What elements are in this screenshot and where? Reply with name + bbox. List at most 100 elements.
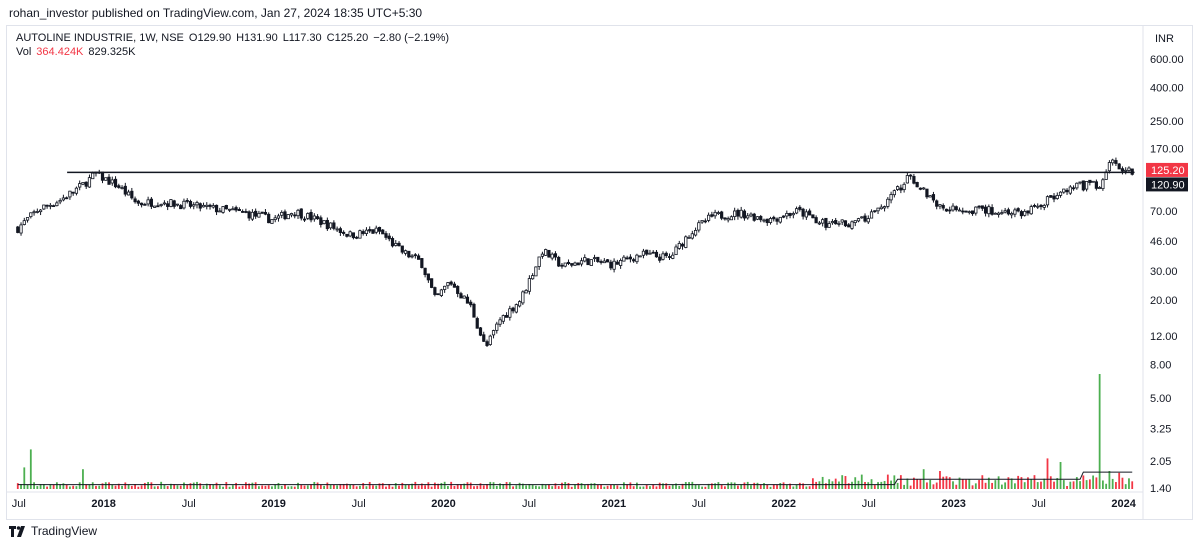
volume-bar — [639, 486, 642, 489]
candle-body — [214, 204, 219, 213]
candle-body — [980, 205, 984, 209]
candle-body — [107, 176, 111, 185]
volume-bar — [287, 486, 290, 489]
volume-bar — [1088, 479, 1091, 489]
volume-bar — [85, 484, 88, 489]
volume-bar — [1101, 480, 1104, 489]
volume-bar — [173, 484, 176, 489]
candle-body — [61, 197, 65, 201]
volume-bar — [743, 482, 746, 489]
volume-bar — [473, 486, 475, 489]
candle-body — [149, 198, 153, 207]
candle-body — [312, 215, 316, 220]
volume-bar — [717, 482, 720, 489]
volume-bar — [222, 486, 224, 489]
volume-bar — [345, 483, 348, 489]
candle-body — [338, 228, 342, 233]
volume-bar — [499, 483, 501, 489]
volume-bar — [1069, 481, 1072, 489]
candle-body — [491, 330, 496, 336]
candle-body — [358, 230, 362, 239]
volume-bar — [323, 485, 325, 489]
volume-bar — [336, 485, 339, 489]
volume-bar — [974, 483, 977, 489]
volume-bar — [772, 484, 775, 489]
candle-body — [739, 209, 743, 218]
candle-body — [175, 203, 180, 206]
volume-bar — [616, 485, 619, 489]
volume-bar — [196, 481, 198, 489]
price-tick-label: 3.25 — [1150, 423, 1171, 435]
candle-body — [306, 213, 310, 219]
volume-bar — [205, 483, 208, 489]
candle-body — [192, 204, 196, 207]
candle-body — [902, 183, 906, 191]
volume-bar — [710, 483, 713, 489]
candle-body — [508, 308, 512, 318]
volume-bar — [564, 482, 567, 489]
volume-bar — [636, 482, 638, 489]
candle-body — [1042, 204, 1046, 208]
volume-bar — [42, 484, 45, 489]
volume-bar — [740, 484, 743, 489]
candle-body — [1085, 181, 1089, 190]
candle-body — [964, 210, 968, 213]
candle-body — [729, 216, 734, 221]
volume-bar — [1017, 475, 1020, 489]
candle-body — [671, 254, 675, 259]
candle-body — [342, 231, 346, 234]
candle-body — [280, 212, 284, 216]
volume-bar — [254, 482, 257, 489]
candle-body — [850, 221, 854, 229]
volume-bar — [720, 484, 723, 489]
candle-body — [1114, 160, 1118, 164]
volume-bar — [727, 482, 730, 489]
candle-body — [768, 218, 773, 223]
current-price-badge — [1146, 162, 1188, 177]
volume-bar — [538, 486, 541, 489]
volume-bar — [368, 481, 371, 489]
candle-body — [804, 211, 808, 218]
candle-body — [993, 212, 997, 215]
volume-bar — [130, 485, 133, 489]
candle-body — [974, 206, 978, 214]
volume-bar — [1036, 482, 1039, 489]
candle-body — [658, 256, 662, 261]
candle-body — [664, 252, 668, 257]
candle-body — [726, 218, 730, 221]
candle-body — [260, 211, 264, 214]
candle-body — [1081, 180, 1085, 191]
volume-bar — [267, 485, 270, 489]
candle-body — [166, 203, 170, 207]
volume-bar — [789, 483, 791, 489]
volume-bar — [903, 484, 906, 489]
time-tick-label: Jul — [692, 498, 706, 510]
candle-body — [1088, 179, 1092, 183]
candle-body — [423, 267, 427, 276]
candle-body — [394, 243, 398, 246]
candle-body — [1026, 210, 1030, 214]
footer-brand[interactable]: TradingView — [9, 524, 97, 538]
candle-body — [680, 243, 685, 247]
candle-body — [632, 259, 636, 262]
candle-body — [550, 253, 554, 259]
volume-bar — [955, 484, 958, 489]
candle-body — [250, 211, 254, 220]
candle-body — [293, 214, 297, 217]
volume-bar — [596, 484, 599, 489]
candle-body — [381, 229, 385, 235]
volume-bar — [199, 483, 202, 489]
volume-bar — [1053, 481, 1055, 489]
volume-bar — [756, 482, 759, 489]
volume-bar — [1095, 477, 1098, 489]
volume-bar — [554, 483, 557, 489]
candle-body — [472, 303, 476, 318]
volume-bar — [140, 485, 143, 489]
candle-body — [74, 187, 79, 194]
volume-bar — [453, 485, 456, 489]
volume-bar — [261, 485, 264, 489]
candle-body — [830, 221, 835, 224]
volume-bar — [844, 476, 847, 489]
volume-bar — [391, 486, 394, 489]
